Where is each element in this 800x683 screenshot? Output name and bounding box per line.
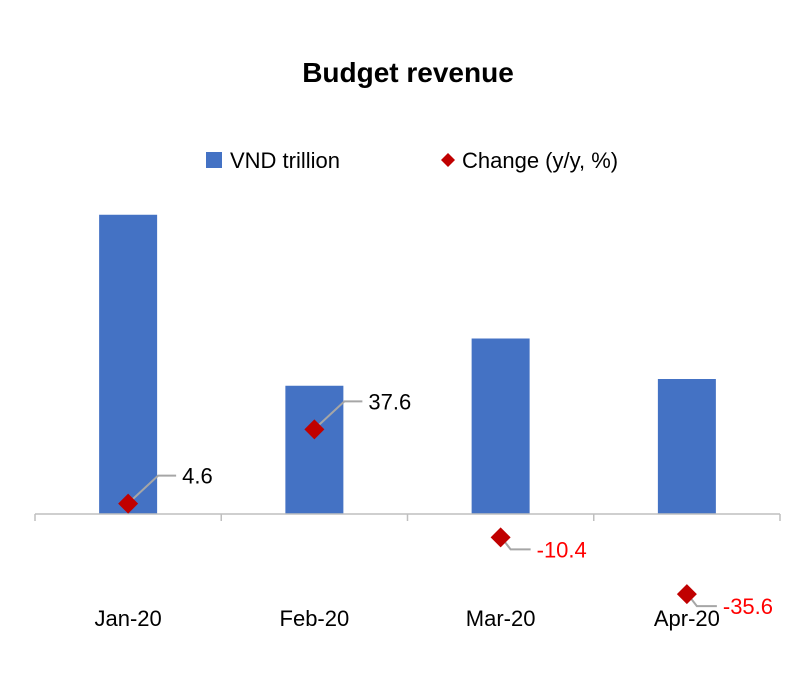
- x-tick-labels: Jan-20 Feb-20 Mar-20 Apr-20: [94, 606, 719, 631]
- x-axis: [34, 513, 781, 521]
- legend-swatch-change: [441, 153, 455, 167]
- bars-layer: [99, 214, 716, 514]
- data-label: 4.6: [182, 464, 213, 489]
- data-label: 37.6: [368, 389, 411, 414]
- data-label: -10.4: [537, 537, 587, 562]
- markers-layer: [118, 419, 697, 605]
- marker-apr-20: [676, 584, 697, 605]
- marker-feb-20: [304, 419, 325, 440]
- x-tick-label: Apr-20: [654, 606, 720, 631]
- bar-mar-20: [471, 338, 530, 514]
- leader-line: [316, 400, 363, 428]
- x-tick-label: Feb-20: [280, 606, 350, 631]
- chart-title: Budget revenue: [302, 57, 514, 88]
- legend: VND trillion Change (y/y, %): [206, 148, 618, 173]
- bar-jan-20: [99, 214, 158, 514]
- legend-label-change: Change (y/y, %): [462, 148, 618, 173]
- x-tick-label: Mar-20: [466, 606, 536, 631]
- bar-feb-20: [285, 385, 344, 514]
- leader-lines-layer: [130, 400, 717, 608]
- data-label: -35.6: [723, 594, 773, 619]
- legend-swatch-vnd-trillion: [206, 152, 222, 168]
- marker-mar-20: [490, 527, 511, 548]
- marker-jan-20: [118, 493, 139, 514]
- leader-line: [689, 596, 717, 608]
- leader-line: [130, 474, 177, 502]
- x-tick-label: Jan-20: [94, 606, 161, 631]
- bar-apr-20: [657, 379, 716, 514]
- data-labels-layer: 4.6 37.6 -10.4 -35.6: [182, 389, 773, 619]
- leader-line: [502, 539, 531, 551]
- legend-label-vnd-trillion: VND trillion: [230, 148, 340, 173]
